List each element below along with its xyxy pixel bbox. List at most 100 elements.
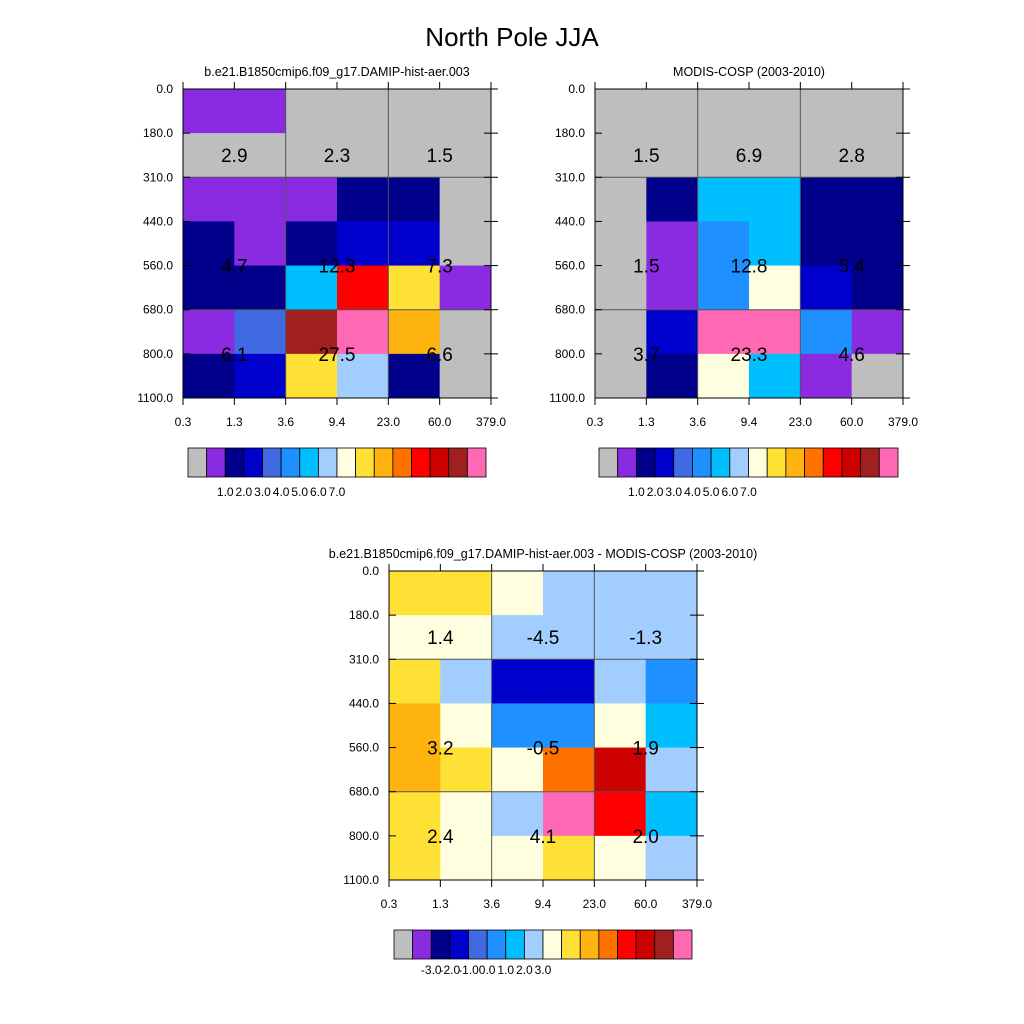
colorbar-tick-label: 3.0 [254,485,271,499]
heatmap-cell [697,133,750,178]
heatmap-cell [749,133,801,178]
colorbar-swatch [373,447,394,478]
heatmap-cell [595,221,647,267]
colorbar-tick-label: 7.0 [740,485,757,499]
y-tick-label: 1100.0 [549,391,585,405]
heatmap-cell [851,133,904,178]
colorbar-swatch [429,447,450,478]
colorbar-tick-label: 3.0 [665,485,682,499]
heatmap-cell [285,353,338,399]
colorbar-swatch [449,929,469,960]
colorbar-tick-label: 1.0 [497,963,514,977]
heatmap-cell [851,353,904,399]
y-tick-label: 180.0 [555,126,585,140]
heatmap-cell [234,265,287,311]
cell-value-label: 4.7 [221,257,247,278]
cell-value-label: 6.9 [736,146,762,167]
y-tick-label: 180.0 [349,608,379,622]
heatmap-cell [439,265,492,311]
heatmap-cell [595,133,647,178]
heatmap-cell [543,659,595,704]
heatmap-cell [646,353,699,399]
heatmap-cell [389,747,441,793]
cell-value-label: 27.5 [319,345,356,366]
cell-value-label: -4.5 [527,628,560,649]
heatmap-cell [697,177,750,222]
heatmap-cell [285,265,338,311]
heatmap-cell [646,221,699,267]
x-tick-label: 3.6 [483,897,500,911]
heatmap-cell [749,89,801,134]
y-tick-label: 1100.0 [137,391,173,405]
colorbar-swatch [336,447,357,478]
colorbar-tick-label: 4.0 [684,485,701,499]
cell-value-label: 5.4 [838,257,865,278]
heatmap-cell [388,89,441,134]
colorbar-2: 1.0 2.0 3.0 4.0 5.0 6.0 7.0 [598,447,899,499]
heatmap-cell [285,221,338,267]
heatmap-cell [491,835,544,881]
y-tick-label: 680.0 [555,303,585,317]
colorbar-tick-label: 6.0 [721,485,738,499]
heatmap-cell [183,221,235,267]
cell-value-label: 7.3 [426,257,452,278]
heatmap-cell [491,747,544,793]
cell-value-label: 2.0 [632,827,658,848]
y-tick-label: 440.0 [555,214,585,228]
y-tick-label: 800.0 [555,347,585,361]
heatmap-cell [285,89,338,134]
colorbar-3: -3.0-2.0-1.0 0.0 1.0 2.0 3.0 [393,929,693,977]
heatmap-cell [646,265,699,311]
heatmap-cell [595,177,647,222]
colorbar-swatch [243,447,263,478]
heatmap-cell [646,133,699,178]
figure-title: North Pole JJA [425,22,599,52]
heatmap-cell [645,747,698,793]
heatmap-cell [595,89,647,134]
heatmap-cell [337,133,389,178]
x-tick-label: 9.4 [741,415,758,429]
heatmap-cell [697,353,750,399]
heatmap-cell [440,835,493,881]
x-tick-label: 1.3 [638,415,655,429]
cell-value-label: 1.5 [633,257,659,278]
x-tick-label: 379.0 [888,415,918,429]
colorbar-swatch [206,447,226,478]
cell-value-label: 1.4 [427,628,454,649]
x-tick-label: 0.3 [587,415,604,429]
colorbar-swatch [280,447,301,478]
cell-value-label: 23.3 [731,345,768,366]
heatmap-cell [749,177,801,222]
colorbar-tick-label: 6.0 [310,485,327,499]
colorbar-swatch [579,929,600,960]
colorbar-tick-label: 1.0 [217,485,234,499]
heatmap-cell [183,89,235,134]
colorbar-swatch [654,447,675,478]
heatmap-cell [234,89,287,134]
heatmap-cell [697,89,750,134]
heatmap-cell [543,747,595,793]
x-tick-label: 3.6 [689,415,706,429]
heatmap-cell [439,177,492,222]
x-tick-label: 379.0 [476,415,506,429]
heatmap-cell [234,309,287,355]
heatmap-cell [594,791,647,837]
colorbar-swatch [393,929,414,960]
heatmap-cell [800,265,853,311]
y-tick-label: 310.0 [349,652,379,666]
colorbar-tick-label: 7.0 [329,485,346,499]
heatmap-panels: 0.0180.0310.0440.0560.0680.0800.01100.00… [137,65,918,911]
cell-value-label: 2.4 [427,827,454,848]
heatmap-cell [388,177,441,222]
colorbar-swatch [430,929,451,960]
cell-value-label: -0.5 [527,739,560,760]
heatmap-panel-2: 0.0 180.0 310.0 440.0 560.0 680.0 800.0 1100.00… [549,65,918,429]
colorbar-swatch [392,447,412,478]
heatmap-cell [388,265,441,311]
heatmap-cell [491,791,544,837]
x-tick-label: 23.0 [789,415,813,429]
heatmap-cell [388,353,441,399]
x-tick-label: 1.3 [226,415,243,429]
panel-subtitle: MODIS-COSP (2003-2010) [673,65,825,79]
